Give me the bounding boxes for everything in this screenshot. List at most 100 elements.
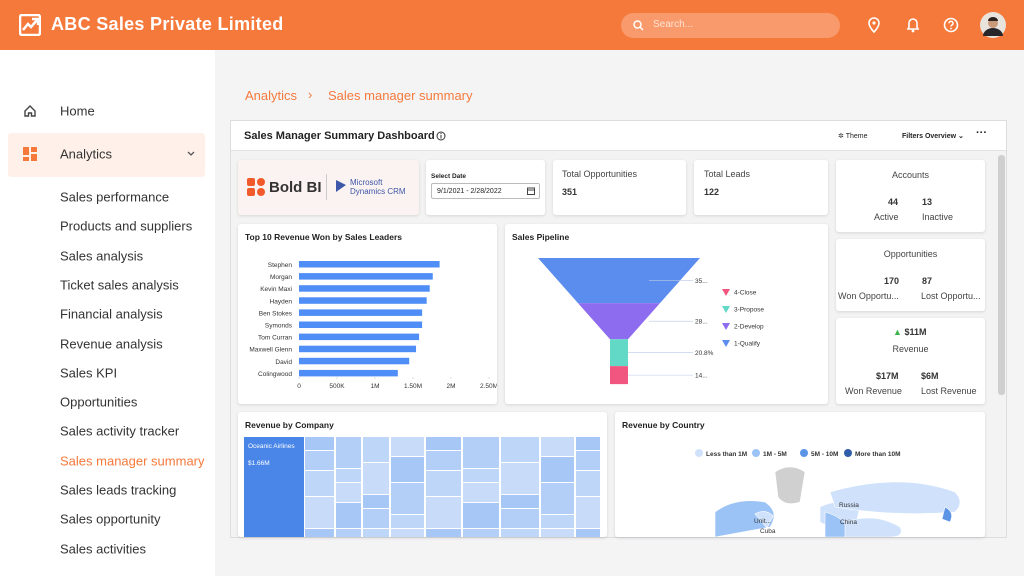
notification-icon[interactable] <box>905 16 921 34</box>
nav-item[interactable]: Sales activity tracker <box>60 423 180 439</box>
nav-item[interactable]: Financial analysis <box>60 306 163 322</box>
treemap-chart: Revenue by Company Oceanic Airlines $1.66M <box>244 420 600 537</box>
legend-marker <box>722 289 730 296</box>
category-label: David <box>275 359 292 366</box>
funnel-segment <box>610 339 628 367</box>
treemap-cell <box>501 495 539 508</box>
treemap-cell <box>576 497 600 528</box>
category-label: Colingwood <box>258 371 292 378</box>
treemap-cell <box>426 437 461 450</box>
info-icon[interactable] <box>436 131 446 141</box>
treemap-cell <box>363 437 389 462</box>
region-label: Unit... <box>754 518 771 525</box>
treemap-cell <box>426 451 461 470</box>
bar-chart: Top 10 Revenue Won by Sales Leaders Steph… <box>245 232 498 390</box>
treemap-cell <box>463 469 499 482</box>
date-input[interactable]: 9/1/2021 - 2/28/2022 <box>431 183 540 199</box>
nav-item[interactable]: Sales opportunity <box>60 511 161 527</box>
funnel-segment <box>578 303 660 340</box>
funnel-segment <box>610 366 628 385</box>
nav-item[interactable]: Analytics <box>60 146 113 162</box>
treemap-cell <box>391 515 424 528</box>
opportunities-card: Opportunities 170 Won Opportu... 87 Lost… <box>836 239 985 311</box>
revenue-card: ▲ $11M Revenue $17M Won Revenue $6M Lost… <box>836 318 985 404</box>
treemap-cell <box>363 463 389 494</box>
nav-item[interactable]: Sales KPI <box>60 365 118 381</box>
treemap-cell <box>363 529 389 537</box>
treemap-cell <box>463 503 499 528</box>
x-tick-label: 1M <box>370 383 379 390</box>
card-title: Revenue <box>892 344 929 354</box>
stat-label: Inactive <box>922 212 954 222</box>
boldbi-icon <box>247 178 265 196</box>
date-filter: Select Date 9/1/2021 - 2/28/2022 <box>426 160 545 215</box>
legend-marker <box>722 323 730 330</box>
search-box[interactable]: Search... <box>621 13 840 38</box>
treemap-cell <box>391 437 424 456</box>
nav-item[interactable]: Home <box>60 103 95 119</box>
kpi-card: Total Opportunities 351 <box>553 160 686 215</box>
nav-item[interactable]: Sales manager summary <box>60 453 205 469</box>
dashboard-toolbar: Sales Manager Summary Dashboard ✲ Theme … <box>231 121 1006 151</box>
x-tick-label: 2.50M <box>480 383 497 390</box>
chart-card: Sales Pipeline 35... 28... 20.8% 14... 4-Clos… <box>505 224 828 404</box>
treemap-cell <box>501 463 539 494</box>
treemap-cell <box>336 529 361 537</box>
legend-marker <box>722 340 730 347</box>
more-button[interactable]: ··· <box>976 127 987 139</box>
legend-marker <box>695 449 703 457</box>
legend-label: 2-Develop <box>734 324 764 331</box>
theme-button[interactable]: ✲ Theme <box>838 133 868 140</box>
nav-item[interactable]: Sales leads tracking <box>60 482 177 498</box>
scrollbar[interactable] <box>998 155 1005 395</box>
nav-item[interactable]: Ticket sales analysis <box>60 277 179 293</box>
treemap-cell <box>463 483 499 502</box>
logo-icon <box>19 14 41 36</box>
treemap-cell <box>336 437 361 468</box>
funnel-segment <box>538 258 700 304</box>
legend-label: 5M - 10M <box>811 451 838 458</box>
dynamics-logo: Microsoft Dynamics CRM <box>350 178 406 196</box>
x-tick-label: 2M <box>446 383 455 390</box>
treemap-cell <box>426 529 461 537</box>
bar <box>299 357 410 365</box>
help-icon[interactable] <box>943 17 959 33</box>
category-label: Morgan <box>270 274 292 281</box>
chart-title: Revenue by Company <box>245 420 334 430</box>
treemap-cell <box>541 457 574 482</box>
treemap-cell <box>305 451 334 470</box>
legend-marker <box>800 449 808 457</box>
treemap-cell <box>576 451 600 470</box>
nav-item[interactable]: Opportunities <box>60 394 138 410</box>
map-region <box>941 506 952 523</box>
stat-label: Lost Revenue <box>921 386 977 396</box>
avatar[interactable] <box>980 12 1006 38</box>
treemap-cell <box>363 509 389 528</box>
bar <box>299 333 420 341</box>
nav-item[interactable]: Products and suppliers <box>60 218 193 234</box>
treemap-cell <box>541 529 574 537</box>
bar <box>299 309 423 316</box>
treemap-cell <box>391 457 424 482</box>
map-region <box>774 466 806 504</box>
nav-item[interactable]: Sales analysis <box>60 248 144 264</box>
treemap-cell <box>501 437 539 462</box>
treemap-block <box>244 437 304 537</box>
app-title: ABC Sales Private Limited <box>51 14 284 34</box>
treemap-cell <box>391 483 424 514</box>
date-label: Select Date <box>431 173 467 180</box>
filters-label: Filters Overview <box>902 133 957 140</box>
breadcrumb-item[interactable]: Analytics <box>245 88 298 103</box>
nav-item[interactable]: Sales performance <box>60 189 170 205</box>
treemap-cell <box>426 497 461 528</box>
stat-value: 87 <box>922 276 933 286</box>
data-label: 20.8% <box>695 350 714 357</box>
treemap-cell <box>305 471 334 496</box>
filters-button[interactable]: Filters Overview ⌄ <box>902 133 964 140</box>
theme-label: Theme <box>845 133 868 140</box>
nav-item[interactable]: Sales activities <box>60 541 146 557</box>
nav-item[interactable]: Revenue analysis <box>60 336 163 351</box>
chevron[interactable] <box>187 151 195 157</box>
location-icon[interactable] <box>866 16 882 34</box>
